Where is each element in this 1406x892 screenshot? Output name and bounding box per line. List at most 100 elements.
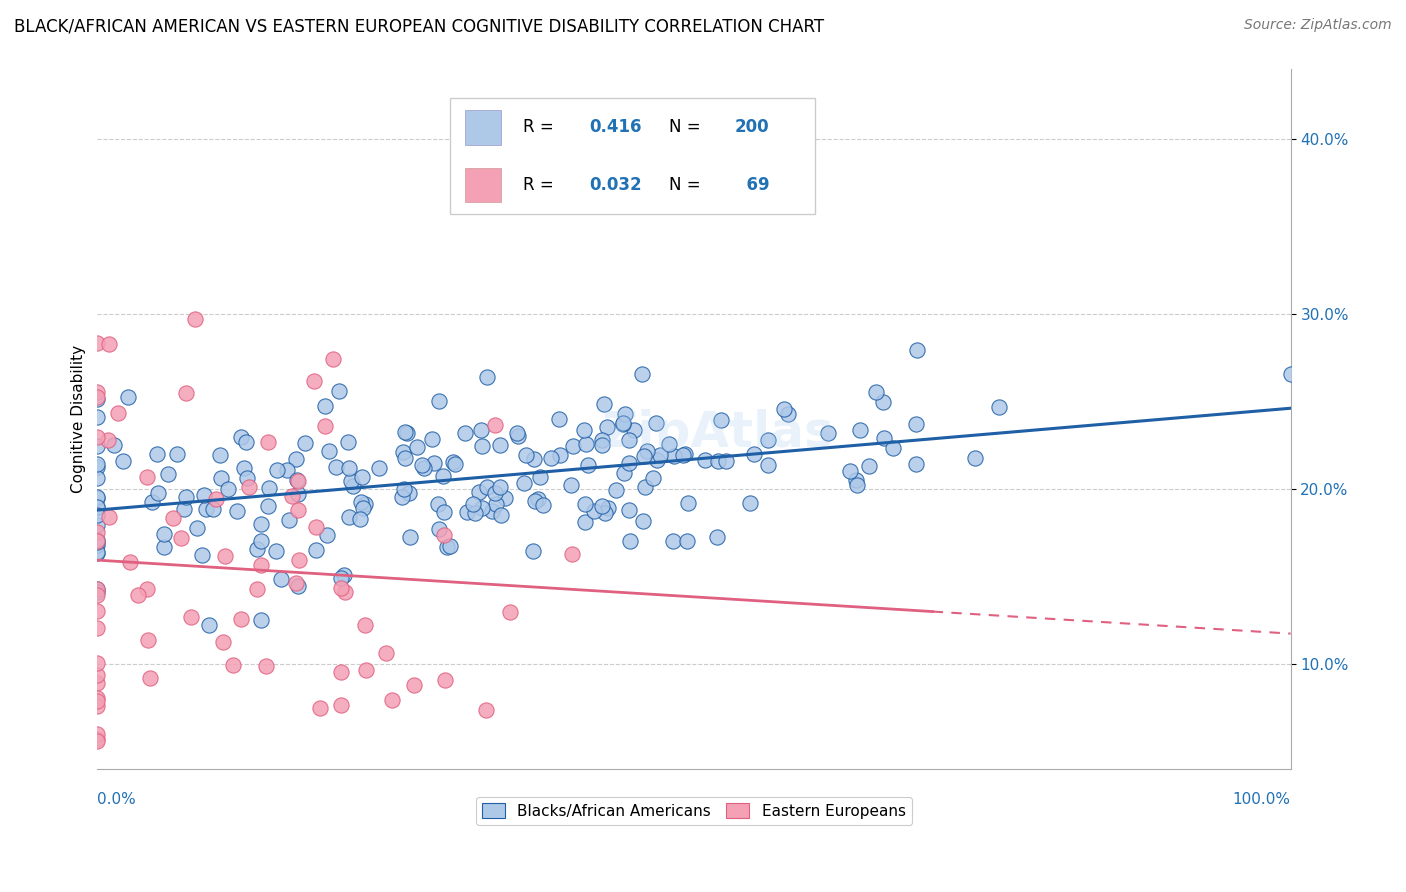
Point [325,460,347,475]
Point [305,542,328,557]
Point [316,527,339,541]
Point [422,456,444,470]
Point [217,483,239,497]
Point [153,526,176,541]
Point [441,455,464,469]
Point [354,617,377,632]
Point [354,663,377,677]
Point [471,440,494,454]
Point [463,497,485,511]
Point [392,482,415,496]
Point [634,480,657,494]
Point [136,582,159,596]
Point [107,406,129,420]
Point [427,394,450,409]
Point [257,499,280,513]
Point [86,588,108,602]
Text: 200: 200 [735,118,769,136]
Point [591,433,613,447]
Point [1279,367,1302,381]
Point [645,416,668,430]
Text: ZipAtlas: ZipAtlas [602,409,834,457]
Point [406,440,429,454]
Point [86,471,108,485]
Point [146,485,169,500]
Point [86,675,108,690]
Point [773,402,796,417]
Point [287,503,309,517]
Point [693,453,716,467]
Point [86,582,108,597]
Point [710,413,733,427]
Point [86,490,108,504]
Point [214,549,236,563]
Y-axis label: Cognitive Disability: Cognitive Disability [72,345,86,493]
Point [232,461,254,475]
Point [612,416,634,430]
Point [238,479,260,493]
Point [180,610,202,624]
Point [858,459,880,474]
Point [672,448,695,462]
Point [648,448,671,462]
Point [845,473,868,487]
Point [173,502,195,516]
Point [433,527,456,541]
Point [592,397,614,411]
Point [582,504,605,518]
Point [139,671,162,685]
Point [254,658,277,673]
Point [988,400,1011,414]
Point [598,500,620,515]
Point [484,486,506,500]
Point [617,502,640,516]
Point [352,501,374,516]
Point [329,665,352,679]
Point [380,693,402,707]
Point [97,433,120,447]
Point [236,471,259,485]
Point [195,502,218,516]
Point [529,469,551,483]
Point [349,512,371,526]
Point [135,470,157,484]
Point [193,488,215,502]
Point [86,430,108,444]
Point [714,454,737,468]
Point [738,496,761,510]
Point [249,517,271,532]
Point [433,673,456,688]
Point [266,463,288,477]
Point [86,538,108,552]
Point [250,558,273,572]
Point [526,492,548,507]
Point [591,438,613,452]
Point [756,458,779,472]
Point [744,447,766,461]
Point [184,312,207,326]
Point [352,470,374,484]
Point [277,513,299,527]
Point [574,515,596,529]
Point [276,463,298,477]
Point [676,496,699,510]
Point [413,461,436,475]
Point [250,613,273,627]
Text: R =: R = [523,176,560,194]
Point [328,384,350,398]
FancyBboxPatch shape [464,168,501,202]
Point [86,390,108,404]
Point [481,504,503,518]
FancyBboxPatch shape [450,98,815,214]
Point [225,504,247,518]
Point [246,582,269,596]
Point [838,464,860,478]
Legend: Blacks/African Americans, Eastern Europeans: Blacks/African Americans, Eastern Europe… [477,797,911,825]
Point [231,430,253,444]
Point [641,471,664,485]
Point [523,451,546,466]
Text: 69: 69 [735,176,769,194]
Text: N =: N = [669,176,706,194]
Point [86,545,108,559]
Point [576,458,599,473]
